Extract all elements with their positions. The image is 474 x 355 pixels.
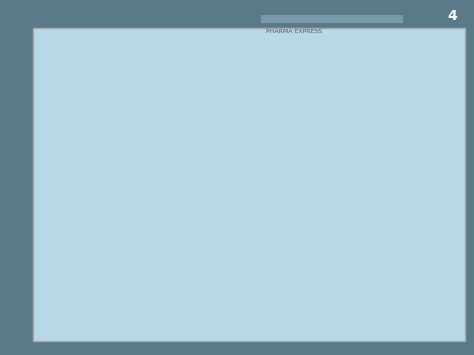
Text: PHARMA EXPRESS: PHARMA EXPRESS	[266, 29, 322, 34]
Text: 4: 4	[447, 9, 457, 23]
FancyBboxPatch shape	[55, 153, 193, 185]
Text: Alicylic compounds: Alicylic compounds	[130, 274, 213, 283]
FancyBboxPatch shape	[111, 262, 232, 295]
FancyBboxPatch shape	[81, 103, 219, 135]
FancyBboxPatch shape	[147, 206, 281, 239]
Text: Branched chain compounds: Branched chain compounds	[215, 164, 335, 174]
FancyBboxPatch shape	[296, 103, 417, 135]
FancyBboxPatch shape	[240, 262, 361, 295]
FancyBboxPatch shape	[290, 206, 424, 239]
Text: Aromatic compounds: Aromatic compounds	[255, 274, 346, 283]
Text: © Byjus.com: © Byjus.com	[399, 326, 434, 332]
Text: Straight chain compounds: Straight chain compounds	[67, 164, 181, 174]
Text: Cyclic compounds: Cyclic compounds	[318, 115, 395, 124]
FancyBboxPatch shape	[206, 153, 344, 185]
Text: Open chain compounds: Open chain compounds	[99, 115, 201, 124]
Text: Heterocyclic compounds: Heterocyclic compounds	[303, 218, 410, 226]
FancyBboxPatch shape	[180, 53, 318, 86]
Text: Organic compounds: Organic compounds	[206, 65, 292, 73]
Text: Homocyclic compounds: Homocyclic compounds	[164, 218, 265, 226]
